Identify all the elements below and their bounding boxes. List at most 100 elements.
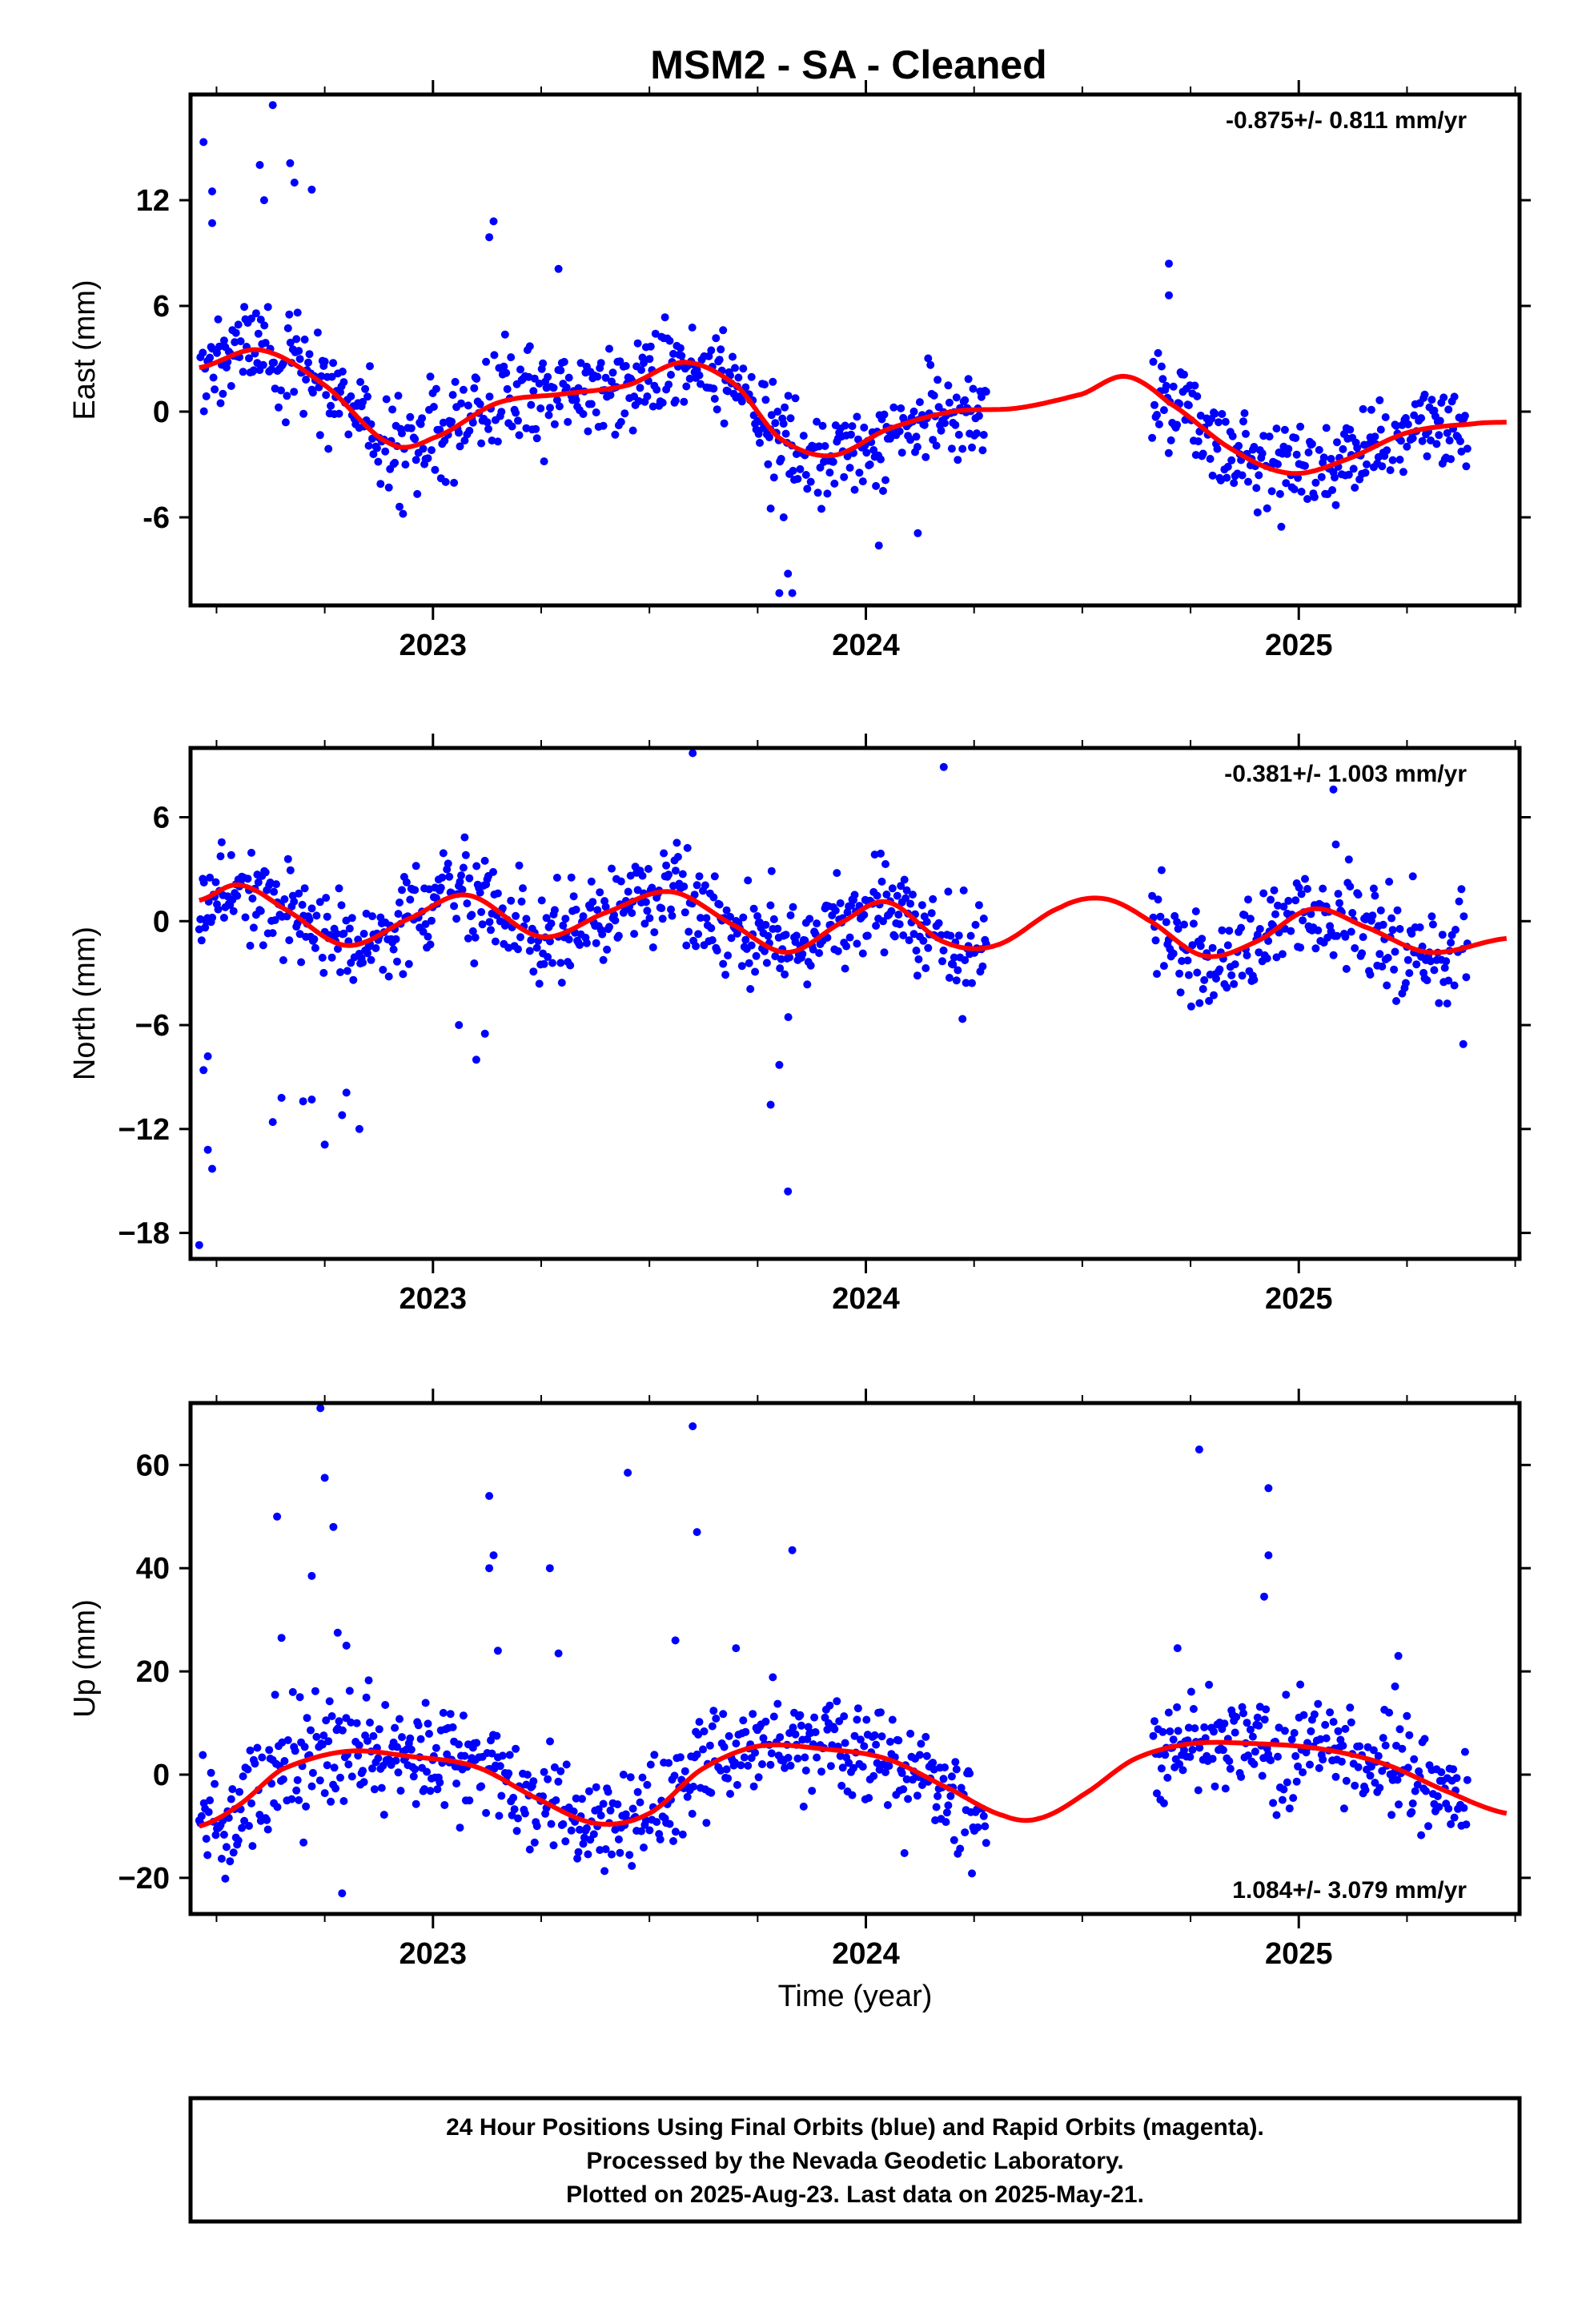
east-data-point	[1252, 484, 1261, 493]
up-data-point	[311, 1687, 319, 1695]
up-data-point	[810, 1713, 819, 1722]
east-data-point	[413, 489, 422, 498]
north-data-point	[458, 886, 467, 894]
up-data-point	[1331, 1772, 1340, 1781]
east-data-point	[468, 418, 477, 427]
north-data-point	[512, 911, 520, 920]
east-data-point	[816, 463, 825, 472]
up-data-point	[409, 1772, 418, 1781]
north-data-point	[1408, 872, 1417, 881]
east-data-point	[1159, 406, 1168, 415]
north-data-point	[201, 923, 210, 932]
north-data-point	[771, 952, 780, 961]
north-data-point	[776, 964, 785, 973]
up-data-point	[1306, 1760, 1314, 1769]
east-data-point	[286, 338, 295, 347]
east-data-point	[552, 396, 561, 404]
up-data-point	[1460, 1803, 1468, 1812]
up-data-point	[650, 1751, 659, 1759]
north-data-point	[1347, 927, 1355, 936]
up-data-point	[596, 1811, 605, 1819]
up-y-tick-label: 40	[136, 1552, 170, 1586]
north-data-point	[272, 880, 280, 889]
north-data-point	[764, 931, 773, 940]
north-data-point	[1314, 926, 1323, 935]
east-data-point	[283, 392, 291, 400]
up-data-point	[1299, 1768, 1307, 1777]
east-data-point	[661, 313, 669, 322]
up-data-point	[862, 1715, 871, 1724]
east-data-point	[293, 308, 302, 317]
north-y-tick-label: 6	[153, 802, 170, 835]
up-data-point	[1269, 1799, 1278, 1807]
north-data-point	[1450, 981, 1459, 990]
east-data-point	[399, 509, 408, 518]
up-data-point	[530, 1838, 539, 1847]
east-data-point	[1427, 436, 1435, 444]
north-data-point	[477, 907, 486, 916]
east-data-point	[731, 364, 739, 372]
north-data-point	[1393, 906, 1402, 915]
up-data-point	[561, 1837, 570, 1846]
north-outlier-point	[195, 1240, 203, 1249]
up-data-point	[347, 1718, 355, 1727]
east-data-point	[1371, 432, 1379, 441]
north-data-point	[715, 900, 724, 909]
up-data-point	[1315, 1763, 1323, 1772]
north-data-point	[569, 892, 578, 901]
north-data-point	[307, 904, 316, 913]
east-data-point	[368, 434, 376, 443]
east-data-point	[697, 380, 705, 388]
north-data-point	[268, 929, 277, 938]
up-data-point	[432, 1743, 440, 1752]
north-data-point	[692, 942, 701, 951]
east-data-point	[737, 397, 746, 406]
up-data-point	[754, 1773, 763, 1782]
east-data-point	[688, 324, 697, 332]
east-data-point	[1240, 409, 1249, 417]
north-data-point	[881, 860, 889, 868]
north-data-point	[199, 879, 208, 887]
east-data-point	[219, 336, 228, 345]
up-data-point	[315, 1776, 324, 1785]
east-data-point	[1367, 405, 1375, 414]
north-data-point	[912, 947, 921, 955]
up-data-point	[525, 1845, 534, 1854]
north-data-point	[592, 939, 600, 947]
up-data-point	[1267, 1756, 1275, 1765]
north-data-point	[709, 893, 718, 902]
north-data-point	[241, 913, 250, 922]
east-data-point	[457, 399, 465, 408]
east-data-point	[216, 399, 225, 408]
north-data-point	[934, 919, 943, 927]
up-data-point	[982, 1839, 990, 1848]
east-rate-label: -0.875+/- 0.811 mm/yr	[1226, 107, 1467, 134]
east-data-point	[945, 398, 954, 407]
north-data-point	[626, 871, 635, 880]
up-data-point	[1282, 1691, 1291, 1699]
up-data-point	[504, 1769, 513, 1778]
up-data-point	[817, 1767, 825, 1776]
north-data-point	[1227, 971, 1236, 979]
north-data-point	[411, 886, 420, 895]
east-data-point	[717, 345, 725, 354]
up-data-point	[1275, 1723, 1283, 1732]
north-data-point	[1174, 924, 1182, 933]
east-data-point	[465, 426, 474, 435]
up-data-point	[1173, 1703, 1182, 1711]
north-data-point	[1376, 906, 1385, 915]
north-data-point	[421, 920, 430, 928]
east-data-point	[652, 385, 661, 394]
east-outlier-point	[784, 569, 793, 578]
north-data-point	[1378, 962, 1387, 971]
east-data-point	[394, 392, 403, 400]
up-panel: 2023 2024 2025 −20 0 20 40 60 Up (mm) 1.084+/- …	[68, 1389, 1531, 1971]
east-data-point	[637, 366, 645, 374]
east-data-point	[388, 405, 397, 414]
east-data-point	[599, 421, 608, 430]
up-data-point	[359, 1778, 368, 1787]
up-data-point	[456, 1823, 464, 1832]
up-data-point	[540, 1767, 548, 1776]
east-data-point	[213, 348, 221, 357]
east-data-point	[640, 359, 648, 368]
